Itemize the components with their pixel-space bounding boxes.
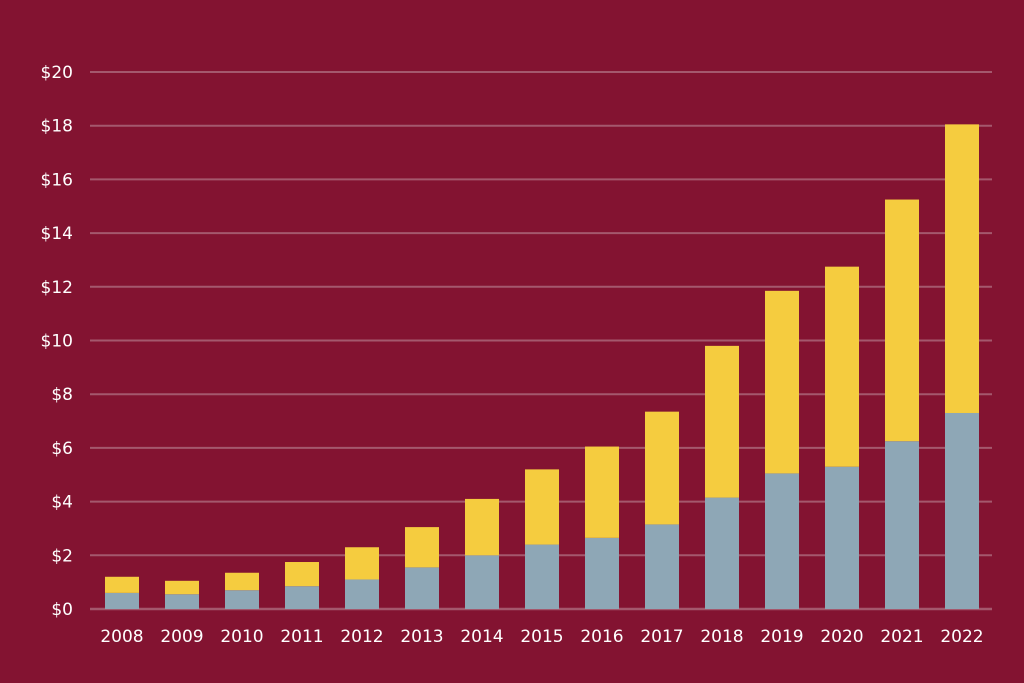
y-tick-label: $8	[51, 385, 73, 405]
x-tick-label: 2022	[940, 627, 983, 647]
gridlines	[90, 71, 992, 611]
bar-2019-series-2	[765, 290, 799, 474]
y-tick-label: $2	[51, 546, 73, 566]
bar-2013-series-2	[405, 527, 439, 568]
y-tick-label: $20	[41, 63, 73, 83]
bar-2016-series-2	[585, 446, 619, 538]
bar-2017-series-1	[645, 524, 679, 609]
bar-2021-series-2	[885, 199, 919, 442]
bar-2012-series-1	[345, 579, 379, 609]
x-tick-label: 2014	[460, 627, 503, 647]
bar-2022-series-2	[945, 124, 979, 413]
bar-2009-series-1	[165, 594, 199, 609]
x-tick-label: 2015	[520, 627, 563, 647]
bar-2015-series-1	[525, 544, 559, 609]
y-tick-label: $18	[41, 117, 73, 137]
bar-2022-series-1	[945, 412, 979, 609]
bar-2011-series-2	[285, 562, 319, 587]
y-tick-label: $12	[41, 278, 73, 298]
bar-2008-series-1	[105, 592, 139, 609]
x-tick-label: 2018	[700, 627, 743, 647]
bar-2008-series-2	[105, 576, 139, 593]
x-tick-label: 2019	[760, 627, 803, 647]
x-tick-label: 2017	[640, 627, 683, 647]
bar-2012-series-2	[345, 547, 379, 580]
x-axis-ticks: 2008 2009 2010 2011 2012 2013 2014 2015 2016 2017…	[100, 627, 983, 647]
bar-2014-series-1	[465, 555, 499, 609]
x-tick-label: 2012	[340, 627, 383, 647]
bar-2020-series-1	[825, 466, 859, 609]
bar-2019-series-1	[765, 473, 799, 609]
y-tick-label: $10	[41, 332, 73, 352]
bar-2009-series-2	[165, 580, 199, 595]
bar-2015-series-2	[525, 469, 559, 545]
x-tick-label: 2011	[280, 627, 323, 647]
y-tick-label: $6	[51, 439, 73, 459]
x-tick-label: 2009	[160, 627, 203, 647]
bar-2018-series-2	[705, 345, 739, 498]
x-tick-label: 2016	[580, 627, 623, 647]
bar-2017-series-2	[645, 411, 679, 525]
bar-2010-series-2	[225, 572, 259, 591]
bar-2018-series-1	[705, 497, 739, 609]
x-tick-label: 2008	[100, 627, 143, 647]
bar-2016-series-1	[585, 537, 619, 609]
bar-2020-series-2	[825, 266, 859, 467]
y-axis-ticks: $0 $2 $4 $6 $8 $10 $12 $14 $16 $18 $20	[41, 63, 73, 620]
x-tick-label: 2021	[880, 627, 923, 647]
y-tick-label: $16	[41, 170, 73, 190]
x-tick-label: 2010	[220, 627, 263, 647]
x-tick-label: 2013	[400, 627, 443, 647]
bar-2013-series-1	[405, 567, 439, 609]
y-tick-label: $4	[51, 493, 73, 513]
x-tick-label: 2020	[820, 627, 863, 647]
bar-2021-series-1	[885, 441, 919, 609]
y-tick-label: $14	[41, 224, 73, 244]
bar-2010-series-1	[225, 590, 259, 609]
bar-2014-series-2	[465, 498, 499, 556]
bar-2011-series-1	[285, 586, 319, 609]
y-tick-label: $0	[51, 600, 73, 620]
bars	[105, 124, 979, 609]
